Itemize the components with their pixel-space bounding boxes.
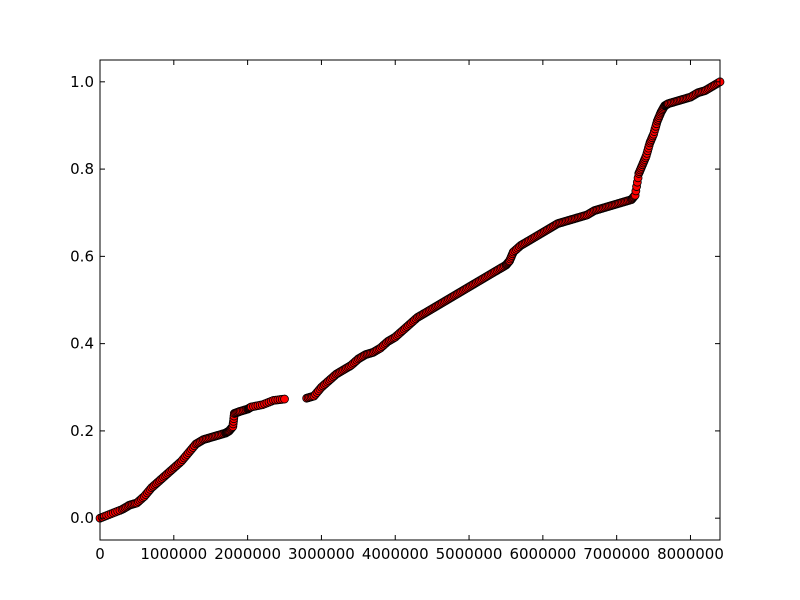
y-tick-label: 0.8	[70, 160, 94, 178]
x-tick-label: 1000000	[140, 545, 207, 563]
x-tick-label: 3000000	[288, 545, 355, 563]
y-tick-label: 0.4	[70, 335, 94, 353]
x-tick-label: 2000000	[214, 545, 281, 563]
y-tick-label: 0.0	[70, 509, 94, 527]
data-point	[280, 394, 289, 404]
x-tick-label: 4000000	[362, 545, 429, 563]
x-tick-label: 5000000	[436, 545, 503, 563]
x-tick-label: 8000000	[657, 545, 724, 563]
x-tick-label: 7000000	[583, 545, 650, 563]
y-tick-label: 0.6	[70, 247, 94, 265]
y-tick-label: 0.2	[70, 422, 94, 440]
y-tick-label: 1.0	[70, 73, 94, 91]
x-tick-label: 0	[95, 545, 105, 563]
data-points	[95, 77, 725, 523]
axes: 0 1000000 2000000 3000000 4000000 5000000 6000…	[70, 60, 724, 563]
plot-frame	[99, 59, 721, 541]
x-tick-label: 6000000	[509, 545, 576, 563]
plot-area	[100, 60, 720, 540]
